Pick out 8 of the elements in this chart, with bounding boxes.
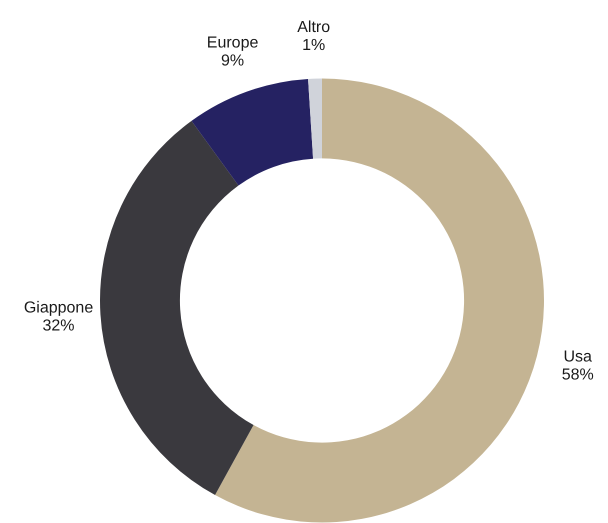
data-label: 58% bbox=[562, 366, 594, 384]
slice-label: Europe bbox=[206, 34, 258, 52]
slice-label: Usa bbox=[563, 348, 592, 366]
slice-label: Altro bbox=[297, 19, 330, 36]
data-label: 32% bbox=[42, 317, 75, 334]
slice-label: Giappone bbox=[24, 299, 94, 316]
data-label: 1% bbox=[302, 37, 326, 54]
data-label: 9% bbox=[221, 52, 244, 70]
